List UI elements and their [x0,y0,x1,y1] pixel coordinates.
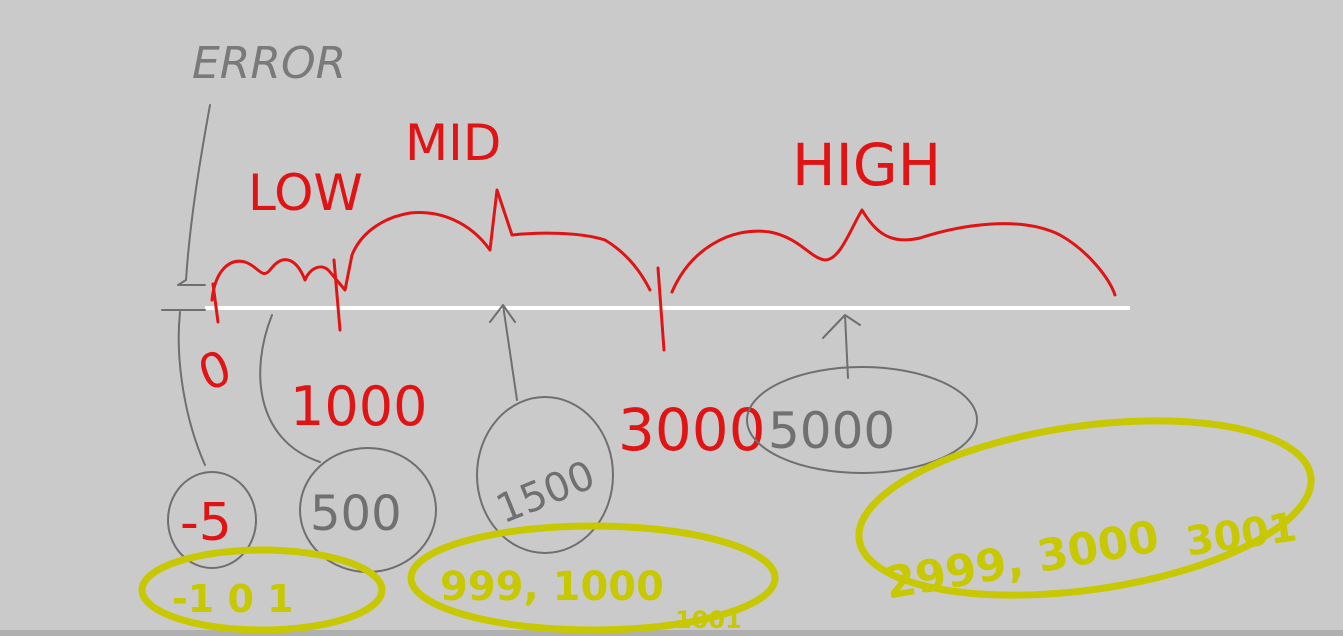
mid-label: MID [405,114,501,172]
test-around-three-thousand-b: 3001 [1183,504,1300,565]
boundary-three-thousand: 3000 [618,396,766,464]
bottom-edge [0,630,1343,636]
high-range-curve [670,208,1117,297]
example-five-thousand: 5000 [768,402,895,460]
low-label: LOW [248,164,363,222]
yellow-ring-zero [138,546,386,634]
high-label: HIGH [792,131,941,199]
test-around-thousand-sub: 1001 [675,606,742,634]
low-mid-range-curve [210,188,652,302]
yellow-ring-three-thousand [855,417,1315,599]
arrow-fifteen-hundred [489,304,518,401]
test-around-thousand-main: 999, 1000 [440,564,664,610]
yellow-ring-thousand [407,522,779,634]
zero-tick [211,282,220,324]
circle-fifteen-hundred [476,396,614,554]
boundary-zero: 0 [191,340,239,403]
example-fifteen-hundred: 1500 [490,452,602,533]
error-bracket [177,104,211,286]
circle-five-thousand [746,366,978,474]
connector-neg-five [177,311,206,466]
example-neg-five: -5 [180,493,232,553]
thousand-tick [332,258,342,332]
circle-neg-five [167,471,257,569]
boundary-thousand: 1000 [290,375,427,438]
example-five-hundred: 500 [310,486,402,542]
error-label: ERROR [192,38,346,89]
test-around-zero: -1 0 1 [172,577,294,621]
three-thousand-tick [656,266,666,352]
connector-five-hundred [259,314,321,463]
